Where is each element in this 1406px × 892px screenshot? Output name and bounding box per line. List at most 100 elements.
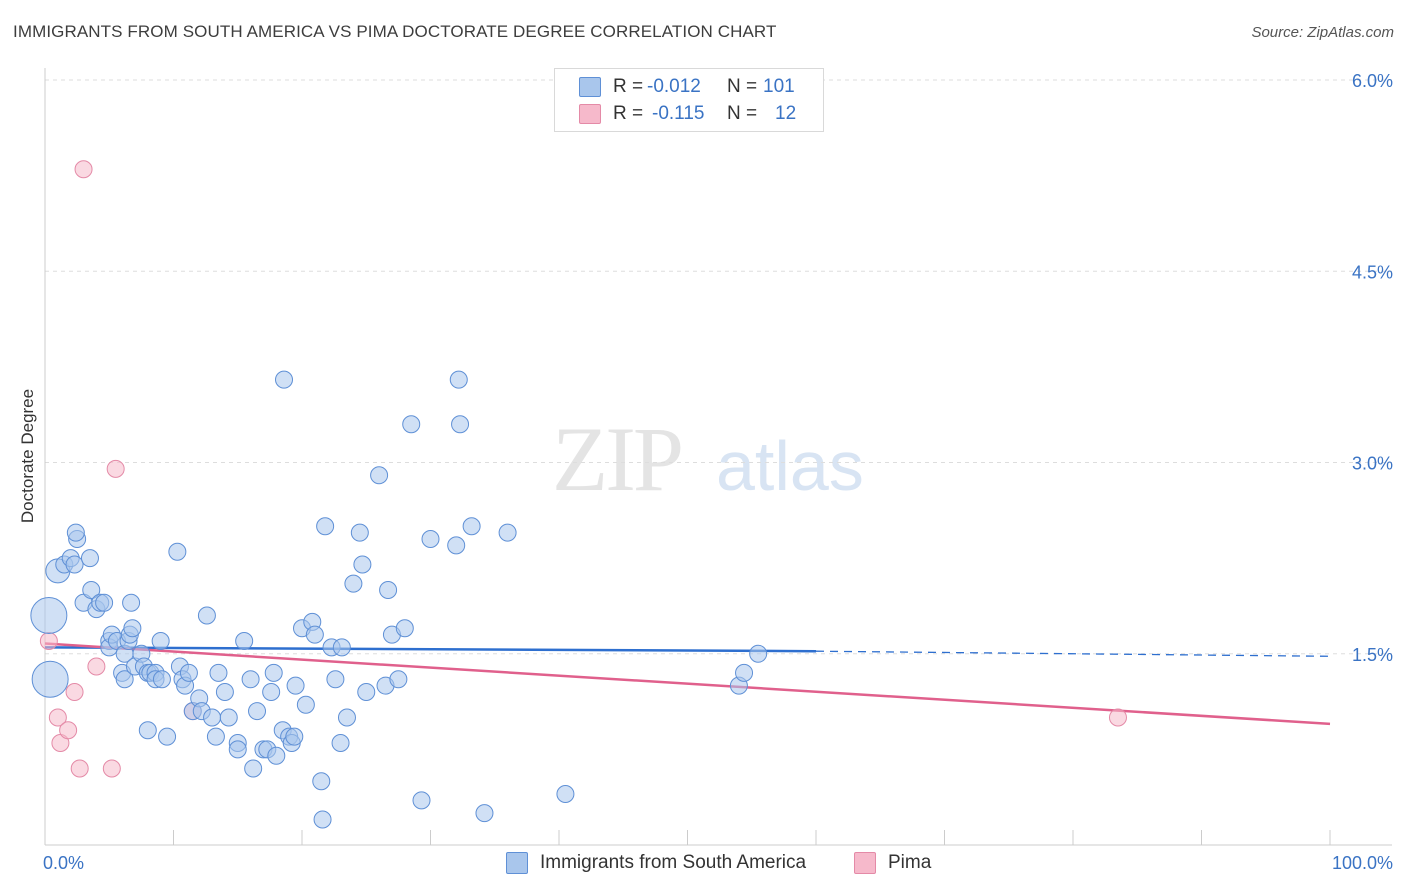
blue-point <box>267 746 286 765</box>
blue-point <box>498 523 517 542</box>
trend-line-pima <box>44 642 1331 726</box>
blue-point <box>228 740 247 759</box>
blue-point <box>370 466 389 485</box>
blue-point <box>296 695 315 714</box>
blue-point <box>209 663 228 682</box>
blue-point <box>219 708 238 727</box>
blue-point <box>331 734 350 752</box>
blue-point <box>30 597 68 634</box>
blue-point <box>312 772 331 791</box>
pink-point <box>87 657 106 676</box>
blue-point <box>735 663 754 682</box>
pink-point <box>74 160 93 179</box>
blue-point <box>379 581 398 599</box>
x-tick-labels: 0.0% 100.0% <box>43 853 1393 873</box>
blue-point <box>206 727 225 746</box>
blue-point <box>215 683 234 701</box>
blue-point <box>275 370 294 389</box>
blue-point <box>95 593 114 612</box>
blue-point <box>305 625 324 644</box>
n-label: N = <box>727 76 758 97</box>
blue-point <box>158 727 177 746</box>
blue-point <box>285 727 304 746</box>
blue-point <box>412 791 431 810</box>
legend-label: Immigrants from South America <box>540 852 807 873</box>
blue-point <box>244 759 263 778</box>
y-tick-labels: 1.5% 3.0% 4.5% 6.0% <box>1352 71 1393 665</box>
n-value: 101 <box>763 76 795 97</box>
blue-point <box>235 632 254 650</box>
blue-point <box>749 644 768 663</box>
blue-point <box>337 708 356 727</box>
blue-point <box>151 632 170 650</box>
blue-point <box>123 619 142 638</box>
blue-point <box>357 683 376 701</box>
n-value: 12 <box>775 103 797 124</box>
data-points <box>30 160 1127 829</box>
blue-point <box>138 721 157 740</box>
legend-item-south-america: Immigrants from South America <box>506 852 806 874</box>
blue-point <box>451 415 470 434</box>
blue-point <box>168 542 187 561</box>
pink-point <box>59 721 78 740</box>
y-tick-label: 1.5% <box>1352 645 1393 665</box>
watermark: ZIP atlas <box>552 408 864 510</box>
blue-point <box>462 517 481 536</box>
blue-point <box>556 785 575 803</box>
blue-point <box>389 670 408 689</box>
blue-point <box>203 708 222 727</box>
blue-point <box>447 536 466 555</box>
blue-point <box>264 663 283 682</box>
stats-legend-row-pink: R = -0.115 N = 12 <box>555 101 796 127</box>
blue-point <box>80 549 99 568</box>
r-label: R = <box>613 76 644 97</box>
r-value: -0.115 <box>652 103 705 124</box>
legend-item-pima: Pima <box>854 852 931 874</box>
legend-swatch-pink <box>854 852 876 874</box>
blue-point <box>350 523 369 542</box>
blue-point <box>241 670 260 689</box>
blue-point <box>248 702 267 721</box>
y-tick-label: 6.0% <box>1352 71 1393 91</box>
watermark-zip: ZIP <box>552 408 681 510</box>
blue-point <box>286 676 305 695</box>
blue-point <box>66 523 85 542</box>
trend-line-south-america-extension <box>815 650 1331 657</box>
blue-point <box>475 804 494 823</box>
watermark-atlas: atlas <box>716 427 864 505</box>
blue-point <box>179 663 198 682</box>
source-credit: Source: ZipAtlas.com <box>1251 24 1394 41</box>
blue-point <box>395 619 414 638</box>
x-tick-label: 100.0% <box>1332 853 1393 873</box>
blue-point <box>402 415 421 434</box>
blue-point <box>262 683 281 701</box>
legend-swatch-blue <box>579 77 601 97</box>
blue-point <box>82 581 101 599</box>
legend-swatch-blue <box>506 852 528 874</box>
pink-point <box>1108 708 1127 727</box>
blue-point <box>332 638 351 657</box>
pink-point <box>65 683 84 701</box>
stats-legend-row-blue: R = -0.012 N = 101 <box>555 74 795 100</box>
r-value: -0.012 <box>647 76 701 97</box>
y-tick-label: 4.5% <box>1352 262 1393 282</box>
blue-point <box>316 517 335 536</box>
chart-title: IMMIGRANTS FROM SOUTH AMERICA VS PIMA DO… <box>13 22 777 41</box>
pink-point <box>106 459 125 478</box>
x-tick-label: 0.0% <box>43 853 84 873</box>
blue-point <box>122 593 141 612</box>
blue-point <box>197 606 216 625</box>
pink-point <box>70 759 89 778</box>
blue-point <box>31 660 69 698</box>
axes <box>44 68 1392 846</box>
y-tick-label: 3.0% <box>1352 454 1393 474</box>
trend-lines <box>44 642 1331 726</box>
y-axis-label: Doctorate Degree <box>18 389 37 523</box>
r-label: R = <box>613 103 644 124</box>
blue-point <box>326 670 345 689</box>
blue-point <box>65 555 84 574</box>
blue-point <box>353 555 372 574</box>
grid-lines <box>45 79 1392 655</box>
pink-point <box>48 708 67 727</box>
